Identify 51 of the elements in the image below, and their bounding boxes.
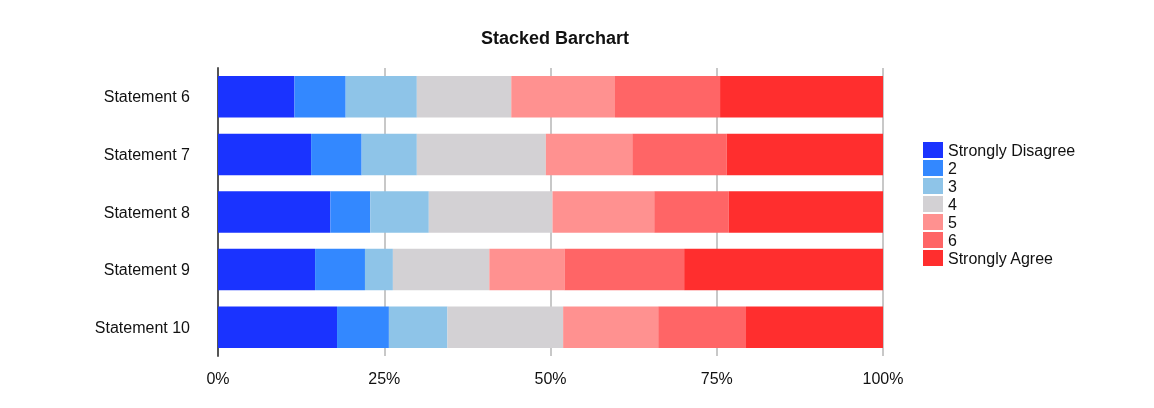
bar [370, 191, 429, 233]
bar [388, 306, 448, 348]
bar [392, 248, 490, 291]
x-tick-label: 0% [206, 369, 230, 387]
x-tick-label: 25% [368, 369, 401, 387]
legend-label: Strongly Agree [948, 249, 1054, 267]
bar [615, 76, 721, 118]
bar [311, 133, 362, 176]
bar [684, 248, 883, 291]
bar [746, 306, 883, 348]
bar [345, 76, 417, 118]
y-tick-label: Statement 6 [103, 88, 191, 106]
bar [489, 248, 565, 291]
x-tick-label: 75% [700, 369, 733, 387]
bar [552, 191, 655, 233]
bar [545, 133, 633, 176]
bar [218, 133, 312, 176]
bar [218, 191, 331, 233]
legend-label: 3 [948, 177, 957, 195]
bar [632, 133, 727, 176]
bar [728, 191, 883, 233]
bar [315, 248, 365, 291]
bar [726, 133, 883, 176]
bar [330, 191, 371, 233]
bar [218, 76, 295, 118]
bar [563, 306, 659, 348]
bar [416, 133, 546, 176]
y-tick-label: Statement 9 [103, 261, 191, 279]
y-tick-label: Statement 7 [103, 145, 191, 163]
bar [294, 76, 346, 118]
x-tick-label: 50% [534, 369, 567, 387]
bar [364, 248, 393, 291]
bar [658, 306, 747, 348]
bar [720, 76, 883, 118]
legend-label: 6 [948, 231, 957, 249]
legend-label: Strongly Disagree [948, 141, 1076, 159]
y-tick-label: Statement 8 [103, 203, 191, 221]
y-tick-label: Statement 10 [94, 318, 191, 336]
legend-label: 4 [948, 195, 957, 213]
chart-title: Stacked Barchart [480, 28, 630, 48]
bar [511, 76, 616, 118]
bar [218, 306, 338, 348]
x-tick-label: 100% [862, 369, 904, 387]
bar [337, 306, 389, 348]
bar [361, 133, 417, 176]
bar [218, 248, 316, 291]
legend-label: 2 [948, 159, 957, 177]
bar [564, 248, 685, 291]
legend-label: 5 [948, 213, 957, 231]
bar [416, 76, 512, 118]
bar [654, 191, 729, 233]
